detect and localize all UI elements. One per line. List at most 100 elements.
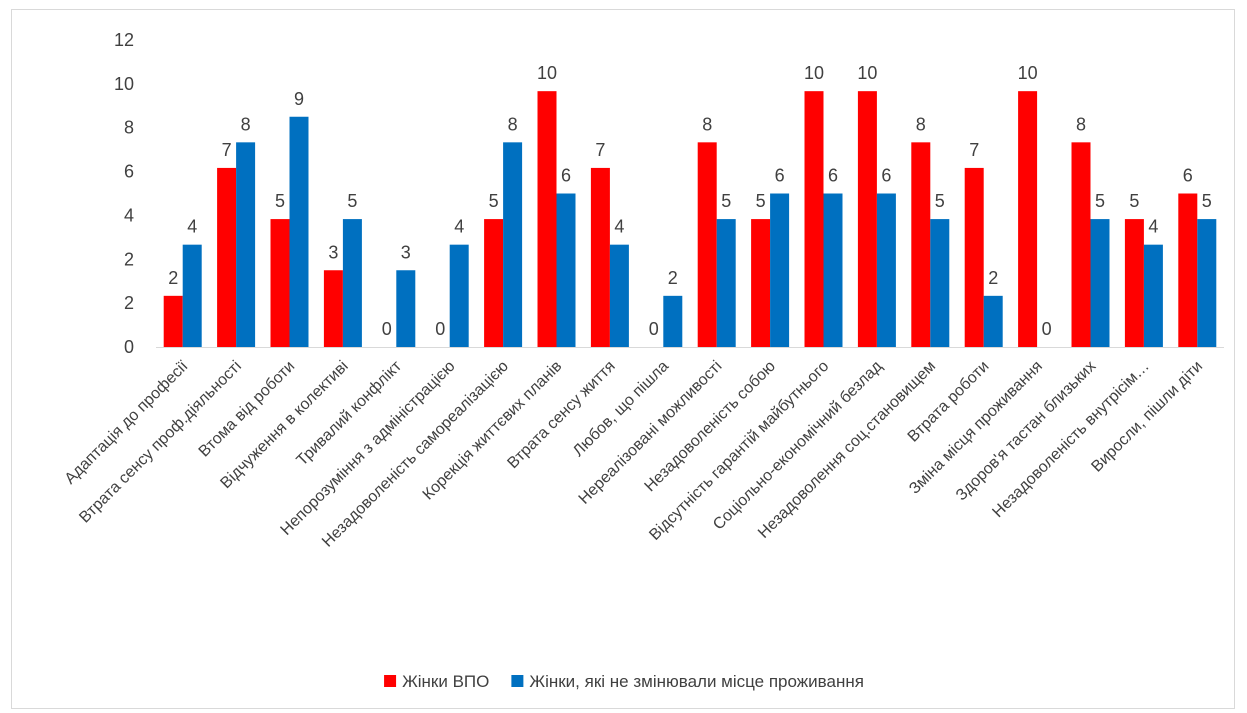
y-axis-ticks: 12 10 8 6 4 2 2 0 [114, 30, 134, 357]
data-label: 0 [1042, 319, 1052, 339]
y-tick-label: 4 [124, 205, 134, 225]
data-label: 2 [168, 268, 178, 288]
bar-series-1 [697, 142, 717, 347]
data-label: 4 [614, 217, 624, 237]
y-tick-label: 6 [124, 162, 134, 182]
chart-frame: 12 10 8 6 4 2 2 0 2 7 5 3 0 0 5 10 7 0 8 5 10 10 8 7 10 8 5 6 4 8 9 5 3… [11, 9, 1235, 709]
legend-label: Жінки ВПО [402, 672, 489, 691]
data-label: 5 [1095, 191, 1105, 211]
data-label: 8 [508, 114, 518, 134]
data-label: 10 [857, 63, 877, 83]
bar-series-2 [770, 193, 790, 347]
x-tick-label: Любов, що пішла [570, 358, 672, 460]
data-label: 5 [935, 191, 945, 211]
bar-series-1 [1018, 91, 1038, 348]
legend-label: Жінки, які не змінювали місце проживання [529, 672, 864, 691]
bar-series-1 [964, 167, 984, 347]
bar-series-1 [323, 270, 343, 347]
x-tick-label: Виросли, пішли діти [1088, 358, 1206, 476]
data-label: 7 [222, 140, 232, 160]
data-label: 0 [382, 319, 392, 339]
data-label: 7 [969, 140, 979, 160]
data-label: 3 [328, 242, 338, 262]
data-label: 10 [1018, 63, 1038, 83]
data-label: 10 [537, 63, 557, 83]
bar-series-2 [823, 193, 843, 347]
bar-series-2 [930, 219, 950, 347]
data-label: 5 [275, 191, 285, 211]
bar-series-2 [396, 270, 416, 347]
bar-series-1 [911, 142, 931, 347]
data-label: 6 [775, 166, 785, 186]
x-tick-label: Тривалий конфлікт [294, 357, 406, 469]
bar-series-2 [556, 193, 576, 347]
data-label: 2 [668, 268, 678, 288]
data-label: 2 [988, 268, 998, 288]
legend-swatch [511, 675, 524, 687]
bar-series-2 [236, 142, 256, 347]
x-tick-label: Втрата сенсу життя [504, 358, 618, 472]
y-tick-label: 10 [114, 74, 134, 94]
legend: Жінки ВПО Жінки, які не змінювали місце п… [384, 672, 864, 691]
bar-series-1 [1124, 219, 1144, 347]
data-label: 4 [1148, 217, 1158, 237]
bar-series-1 [217, 167, 237, 347]
bar-series-1 [1178, 193, 1198, 347]
bar-series-1 [1071, 142, 1091, 347]
data-label: 0 [435, 319, 445, 339]
data-label: 4 [187, 217, 197, 237]
y-tick-label: 12 [114, 30, 134, 50]
data-label: 10 [804, 63, 824, 83]
bar-series-2 [289, 116, 309, 347]
data-label: 5 [347, 191, 357, 211]
bar-series-2 [876, 193, 896, 347]
bar-series-2 [1197, 219, 1217, 347]
bar-series-1 [163, 295, 183, 347]
bar-series-2 [663, 295, 683, 347]
data-label: 6 [561, 166, 571, 186]
legend-item: Жінки ВПО [384, 672, 489, 691]
data-label: 0 [649, 319, 659, 339]
data-label: 4 [454, 217, 464, 237]
x-tick-label: Незадоволеність самореалізацією [319, 358, 512, 551]
data-label: 7 [595, 140, 605, 160]
bar-series-1 [804, 91, 824, 348]
data-label: 6 [881, 166, 891, 186]
bar-series-2 [1090, 219, 1110, 347]
data-label: 5 [1202, 191, 1212, 211]
bar-series-1 [857, 91, 877, 348]
y-tick-label: 2 [124, 249, 134, 269]
bar-series-2 [1143, 244, 1163, 347]
y-tick-label: 8 [124, 118, 134, 138]
data-label: 6 [1183, 166, 1193, 186]
bar-series-2 [716, 219, 736, 347]
bar-series-2 [182, 244, 202, 347]
data-label: 8 [702, 114, 712, 134]
bar-series-1 [537, 91, 557, 348]
bar-series-2 [609, 244, 629, 347]
y-tick-label: 0 [124, 337, 134, 357]
data-label: 8 [916, 114, 926, 134]
data-label: 6 [828, 166, 838, 186]
legend-swatch [384, 675, 397, 687]
data-label: 5 [1129, 191, 1139, 211]
data-label: 3 [401, 242, 411, 262]
legend-item: Жінки, які не змінювали місце проживання [511, 672, 864, 691]
bar-series-1 [270, 219, 290, 347]
data-label: 5 [756, 191, 766, 211]
bar-series-1 [590, 167, 610, 347]
bar-series-2 [503, 142, 523, 347]
data-label: 5 [489, 191, 499, 211]
bar-series-2 [342, 219, 362, 347]
bar-series-1 [484, 219, 504, 347]
x-tick-label: Втома від роботи [196, 358, 299, 461]
bar-series-2 [449, 244, 469, 347]
y-tick-label: 2 [124, 293, 134, 313]
data-label: 9 [294, 89, 304, 109]
bar-series-1 [751, 219, 771, 347]
bars [163, 91, 1217, 348]
bar-series-2 [983, 295, 1003, 347]
